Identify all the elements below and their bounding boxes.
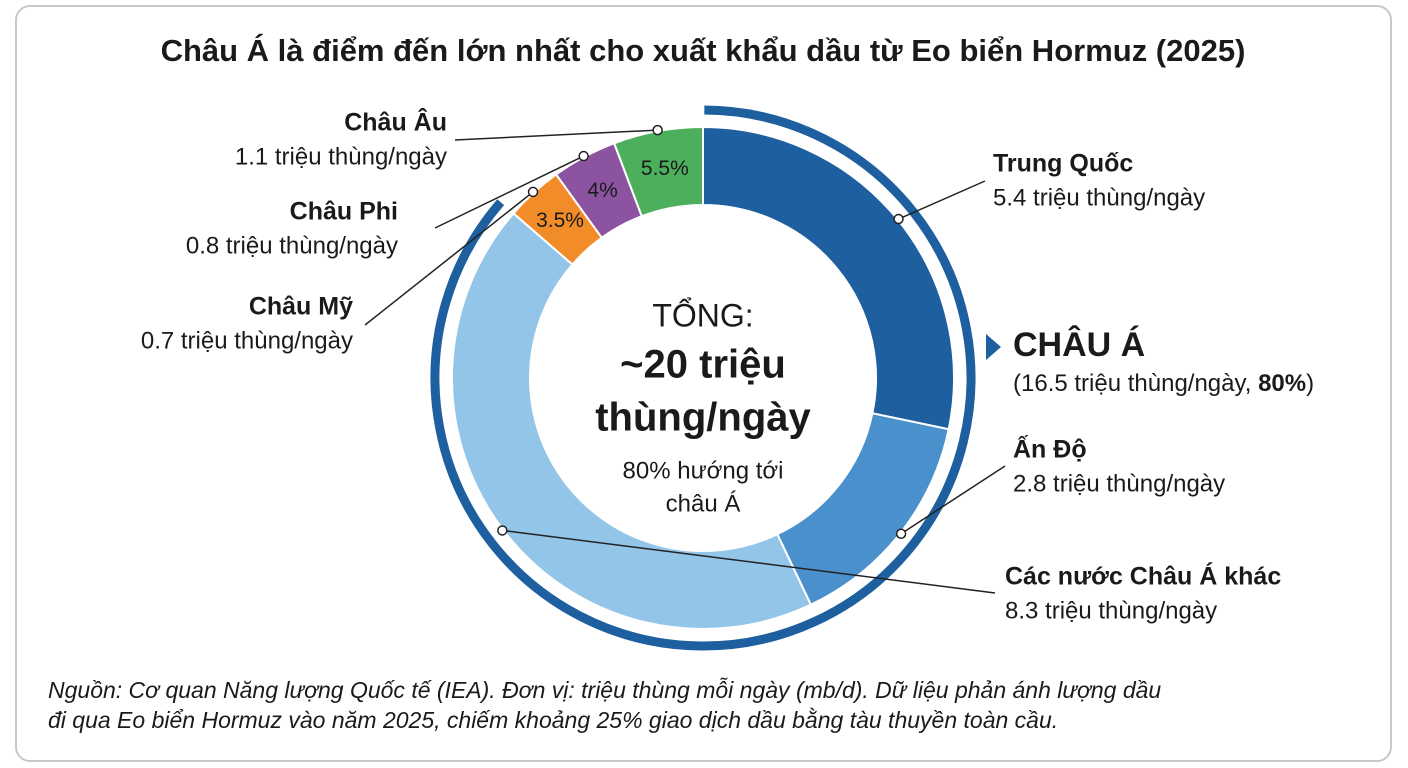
leader-dot: [527, 186, 539, 198]
center-note: 80% hướng tới: [623, 457, 784, 484]
group-label: CHÂU Á: [1013, 326, 1145, 364]
leader-line: [454, 129, 658, 141]
legend-label: Ấn Độ: [1013, 435, 1087, 464]
slice: [612, 125, 704, 218]
data-label: 2.8 triệu thùng/ngày: [1013, 470, 1225, 497]
data-label: 5.4 triệu thùng/ngày: [993, 184, 1205, 211]
legend-label: Châu Mỹ: [249, 293, 353, 321]
share-label: 5.5%: [641, 157, 689, 180]
center-note: châu Á: [666, 490, 741, 517]
slice: [451, 211, 813, 630]
leader-dot: [578, 150, 589, 162]
legend-label: Trung Quốc: [993, 150, 1133, 178]
legend-label: Châu Âu: [344, 107, 447, 137]
leader-dot: [497, 525, 508, 536]
chart-title: Châu Á là điểm đến lớn nhất cho xuất khẩ…: [161, 33, 1246, 68]
group-detail-text: ): [1306, 370, 1314, 397]
center-total: thùng/ngày: [595, 396, 811, 440]
slice: [702, 125, 955, 431]
center-total: ~20 triệu: [620, 343, 786, 387]
legend-label: Châu Phi: [290, 198, 398, 226]
data-label: 8.3 triệu thùng/ngày: [1005, 597, 1217, 624]
leader-line: [900, 465, 1006, 535]
leader-dot: [895, 528, 907, 539]
footnote: đi qua Eo biển Hormuz vào năm 2025, chiế…: [48, 707, 1058, 733]
data-label: 0.7 triệu thùng/ngày: [141, 327, 353, 354]
leader-line: [502, 529, 996, 594]
data-label: 1.1 triệu thùng/ngày: [235, 143, 447, 170]
footnote: Nguồn: Cơ quan Năng lượng Quốc tế (IEA).…: [48, 676, 1161, 703]
group-share: 80%: [1258, 370, 1306, 397]
legend-label: Các nước Châu Á khác: [1005, 562, 1281, 591]
card: [15, 5, 1392, 762]
leader-dot: [652, 124, 663, 136]
leader-line: [434, 155, 584, 229]
group-detail: (16.5 triệu thùng/ngày, 80%): [1013, 370, 1314, 397]
share-label: 4%: [587, 179, 617, 202]
group-marker: [986, 334, 1001, 360]
share-label: 3.5%: [536, 209, 584, 232]
center-label: TỔNG:: [652, 297, 753, 333]
data-label: 0.8 triệu thùng/ngày: [186, 232, 398, 259]
group-bracket: [430, 105, 976, 651]
leader-line: [364, 191, 534, 326]
group-detail-text: (16.5 triệu thùng/ngày,: [1013, 370, 1258, 397]
leader-dot: [893, 213, 904, 225]
leader-line: [898, 180, 986, 220]
